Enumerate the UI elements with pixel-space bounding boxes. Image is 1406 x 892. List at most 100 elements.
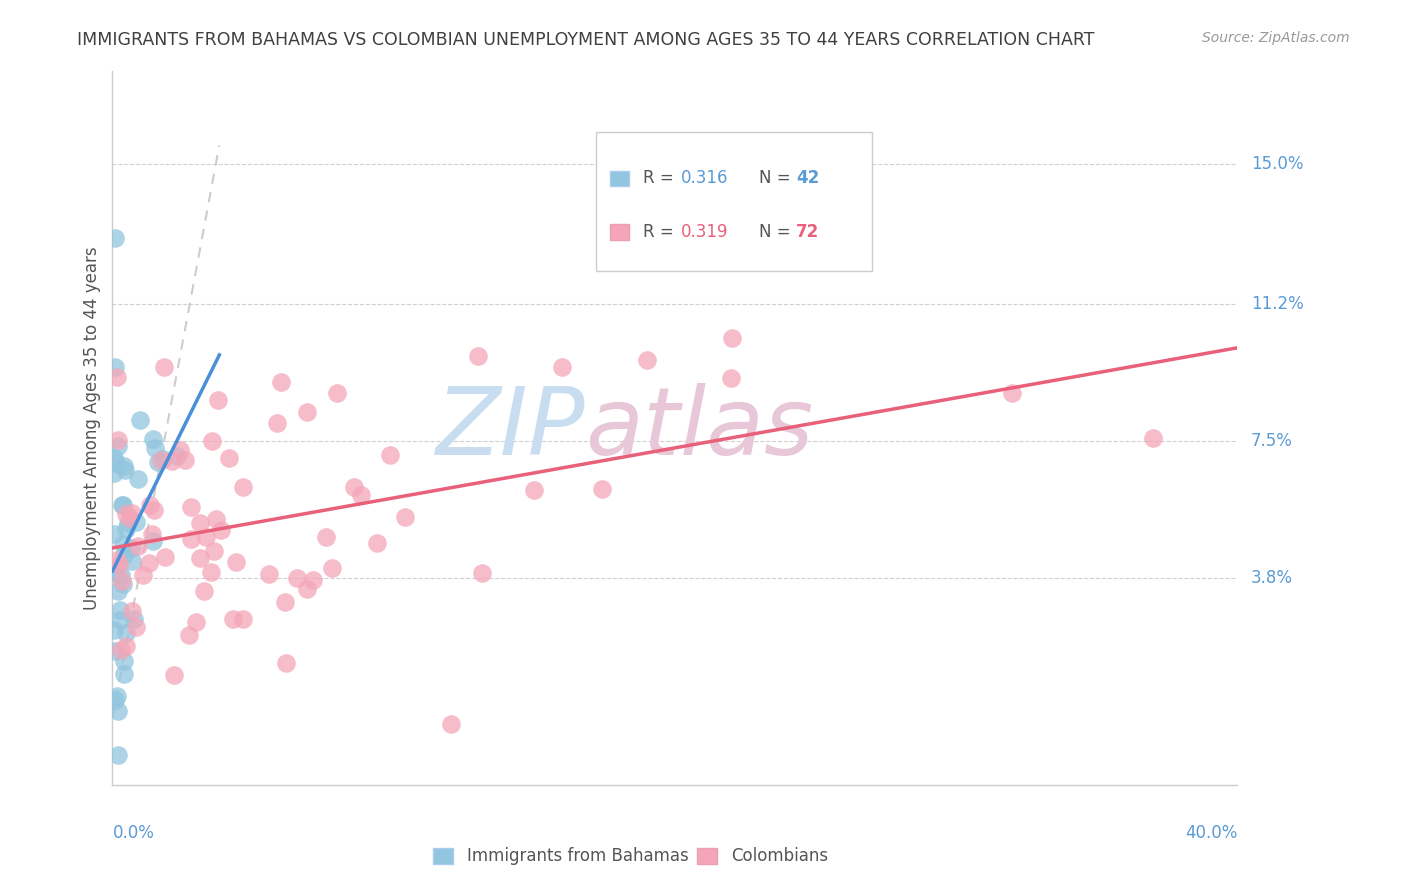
Point xyxy=(129,412,152,426)
Point xyxy=(112,667,135,681)
Text: 3.8%: 3.8% xyxy=(1251,569,1292,587)
Point xyxy=(153,359,176,374)
Point xyxy=(202,544,225,558)
Point xyxy=(105,370,128,384)
Point xyxy=(194,531,217,545)
Point xyxy=(467,349,489,363)
Point xyxy=(112,458,135,473)
Point xyxy=(321,561,343,575)
Point xyxy=(394,510,416,524)
Text: 7.5%: 7.5% xyxy=(1251,432,1292,450)
Point xyxy=(257,566,280,581)
Text: IMMIGRANTS FROM BAHAMAS VS COLOMBIAN UNEMPLOYMENT AMONG AGES 35 TO 44 YEARS CORR: IMMIGRANTS FROM BAHAMAS VS COLOMBIAN UNE… xyxy=(77,31,1095,49)
Point xyxy=(721,331,744,345)
Point xyxy=(193,583,215,598)
Point xyxy=(146,455,169,469)
Point xyxy=(205,512,228,526)
Point xyxy=(104,644,127,658)
Point xyxy=(207,392,229,407)
Point xyxy=(200,565,222,579)
Point xyxy=(295,405,318,419)
Text: 0.319: 0.319 xyxy=(681,223,728,241)
Point xyxy=(114,463,136,477)
Point xyxy=(103,623,125,637)
Point xyxy=(142,534,165,549)
Text: N =: N = xyxy=(759,169,796,187)
Point xyxy=(225,555,247,569)
Point xyxy=(188,516,211,531)
Point xyxy=(115,522,138,536)
Point xyxy=(143,442,166,456)
Text: 0.0%: 0.0% xyxy=(112,824,155,842)
Point xyxy=(302,574,325,588)
Point xyxy=(110,568,132,582)
Point xyxy=(285,571,308,585)
Point xyxy=(266,417,288,431)
Point xyxy=(103,527,125,541)
Point xyxy=(108,558,131,573)
Point xyxy=(326,386,349,401)
Point xyxy=(107,552,129,566)
Text: atlas: atlas xyxy=(585,383,813,474)
Point xyxy=(107,704,129,718)
Point xyxy=(232,479,254,493)
Point xyxy=(180,532,202,546)
Point xyxy=(117,516,139,531)
Point xyxy=(218,451,240,466)
Point xyxy=(315,529,337,543)
Text: ZIP: ZIP xyxy=(436,383,585,474)
Point xyxy=(105,690,128,704)
FancyBboxPatch shape xyxy=(610,224,630,240)
Point xyxy=(174,453,197,467)
Point xyxy=(232,612,254,626)
Point xyxy=(105,456,128,470)
Y-axis label: Unemployment Among Ages 35 to 44 years: Unemployment Among Ages 35 to 44 years xyxy=(83,246,101,610)
Text: 0.316: 0.316 xyxy=(681,169,728,187)
Point xyxy=(104,360,127,375)
Point xyxy=(108,613,131,627)
Point xyxy=(141,527,163,541)
Point xyxy=(118,511,141,525)
Point xyxy=(222,611,245,625)
Point xyxy=(111,498,134,512)
Point xyxy=(112,537,135,551)
Point xyxy=(111,574,134,588)
Point xyxy=(120,541,142,556)
Point xyxy=(209,523,232,537)
Point xyxy=(276,656,298,670)
Point xyxy=(471,566,494,580)
Point xyxy=(142,432,165,446)
Point xyxy=(122,612,145,626)
Point xyxy=(143,503,166,517)
Point xyxy=(166,450,188,464)
Text: 42: 42 xyxy=(796,169,820,187)
Point xyxy=(523,483,546,497)
Point xyxy=(1001,386,1024,401)
Point xyxy=(115,639,138,653)
Point xyxy=(125,619,148,633)
Point xyxy=(720,371,742,385)
Point xyxy=(295,582,318,596)
Point xyxy=(180,500,202,514)
Point xyxy=(104,231,127,245)
Point xyxy=(107,433,129,447)
Point xyxy=(378,448,401,462)
Point xyxy=(273,594,295,608)
Point xyxy=(121,506,143,520)
FancyBboxPatch shape xyxy=(596,132,872,271)
Point xyxy=(105,566,128,581)
Point xyxy=(1142,431,1164,445)
Point xyxy=(111,498,134,512)
Point xyxy=(155,550,177,565)
Point xyxy=(201,434,224,448)
Point xyxy=(190,551,212,566)
Point xyxy=(103,450,125,465)
Point xyxy=(366,535,388,549)
Point xyxy=(440,716,463,731)
Text: Colombians: Colombians xyxy=(731,847,828,865)
Text: 40.0%: 40.0% xyxy=(1185,824,1237,842)
Point xyxy=(104,693,127,707)
Point xyxy=(114,626,136,640)
Point xyxy=(121,604,143,618)
Text: Immigrants from Bahamas: Immigrants from Bahamas xyxy=(467,847,689,865)
